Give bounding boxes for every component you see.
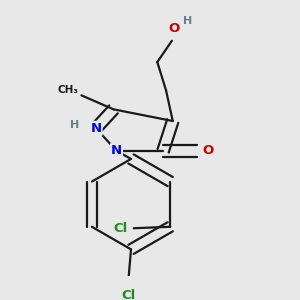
Text: O: O	[169, 22, 180, 35]
Text: CH₃: CH₃	[58, 85, 79, 95]
Text: Cl: Cl	[113, 222, 128, 235]
Text: N: N	[91, 122, 102, 135]
Text: H: H	[183, 16, 193, 26]
Text: Cl: Cl	[121, 289, 135, 300]
Text: N: N	[111, 144, 122, 157]
Text: O: O	[203, 144, 214, 157]
Text: H: H	[70, 120, 80, 130]
